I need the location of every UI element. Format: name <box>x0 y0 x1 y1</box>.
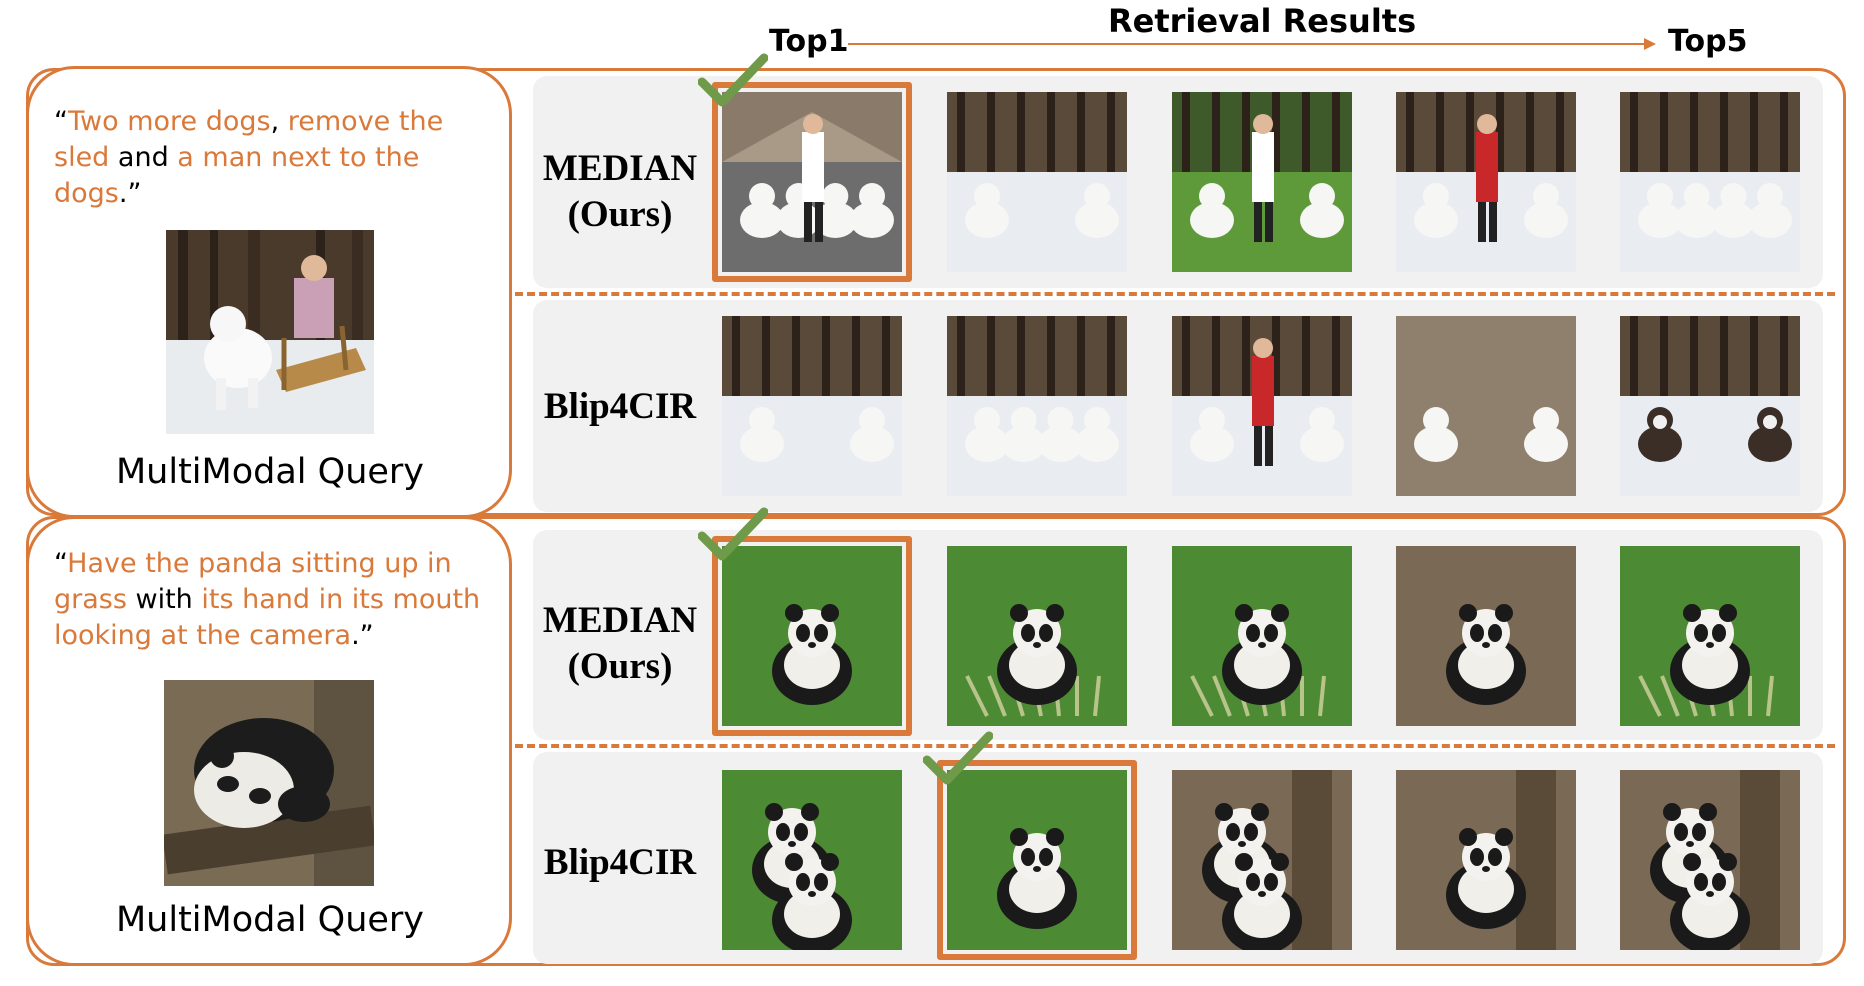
query-text-1: “Two more dogs, remove the sled and a ma… <box>54 104 474 212</box>
result-image-rank-3 <box>1172 546 1352 726</box>
result-image-rank-4 <box>1396 546 1576 726</box>
method-suffix: (Ours) <box>567 194 673 235</box>
result-image-rank-1 <box>722 770 902 950</box>
result-image-rank-5 <box>1620 92 1800 272</box>
method-label-blip4cir: Blip4CIR <box>530 384 710 430</box>
query-connector: .” <box>351 620 374 651</box>
correct-check-icon <box>698 507 768 561</box>
method-name: MEDIAN <box>542 148 698 189</box>
query-connector: “ <box>54 106 68 137</box>
correct-result-highlight <box>712 536 912 736</box>
method-label-median: MEDIAN (Ours) <box>530 146 710 238</box>
correct-result-highlight <box>937 760 1137 960</box>
result-image-rank-3 <box>1172 92 1352 272</box>
method-suffix: (Ours) <box>567 646 673 687</box>
method-name: Blip4CIR <box>543 386 697 427</box>
rank-arrow <box>848 38 1656 50</box>
method-name: MEDIAN <box>542 600 698 641</box>
correct-check-icon <box>923 731 993 785</box>
method-name: Blip4CIR <box>543 842 697 883</box>
result-image-rank-4 <box>1396 92 1576 272</box>
correct-result-highlight <box>712 82 912 282</box>
result-image-rank-2 <box>947 770 1127 950</box>
result-image-rank-2 <box>947 316 1127 496</box>
result-image-rank-3 <box>1172 316 1352 496</box>
query-connector: , <box>270 106 288 137</box>
query-connector: with <box>126 584 202 615</box>
result-image-rank-1 <box>722 546 902 726</box>
result-image-rank-5 <box>1620 316 1800 496</box>
query-image-samoyed-sled <box>166 230 374 434</box>
query-image-panda-log <box>164 680 374 886</box>
result-image-rank-1 <box>722 316 902 496</box>
result-image-rank-2 <box>947 546 1127 726</box>
query-label-2: MultiModal Query <box>115 900 425 940</box>
result-image-rank-4 <box>1396 316 1576 496</box>
result-image-rank-3 <box>1172 770 1352 950</box>
query-connector: “ <box>54 548 68 579</box>
result-image-rank-2 <box>947 92 1127 272</box>
query-connector: and <box>109 142 178 173</box>
method-label-blip4cir: Blip4CIR <box>530 840 710 886</box>
query-keyphrase: remove the sled <box>54 106 444 173</box>
result-image-rank-5 <box>1620 770 1800 950</box>
query-connector: .” <box>118 178 142 209</box>
row-separator <box>515 292 1835 296</box>
result-image-rank-1 <box>722 92 902 272</box>
query-text-2: “Have the panda sitting up in grass with… <box>54 546 494 654</box>
result-image-rank-4 <box>1396 770 1576 950</box>
query-keyphrase: Have the panda sitting up in grass <box>54 548 452 615</box>
result-image-rank-5 <box>1620 546 1800 726</box>
row-separator <box>515 744 1835 748</box>
query-label-1: MultiModal Query <box>115 452 425 492</box>
query-keyphrase: Two more dogs <box>68 106 271 137</box>
retrieval-results-title: Retrieval Results <box>1108 2 1417 40</box>
top1-label: Top1 <box>769 24 849 59</box>
method-label-median: MEDIAN (Ours) <box>530 598 710 690</box>
correct-check-icon <box>698 53 768 107</box>
query-keyphrase: a man next to the dogs <box>54 142 420 209</box>
query-keyphrase: its hand in its mouth looking at the cam… <box>54 584 481 651</box>
top5-label: Top5 <box>1668 24 1748 59</box>
